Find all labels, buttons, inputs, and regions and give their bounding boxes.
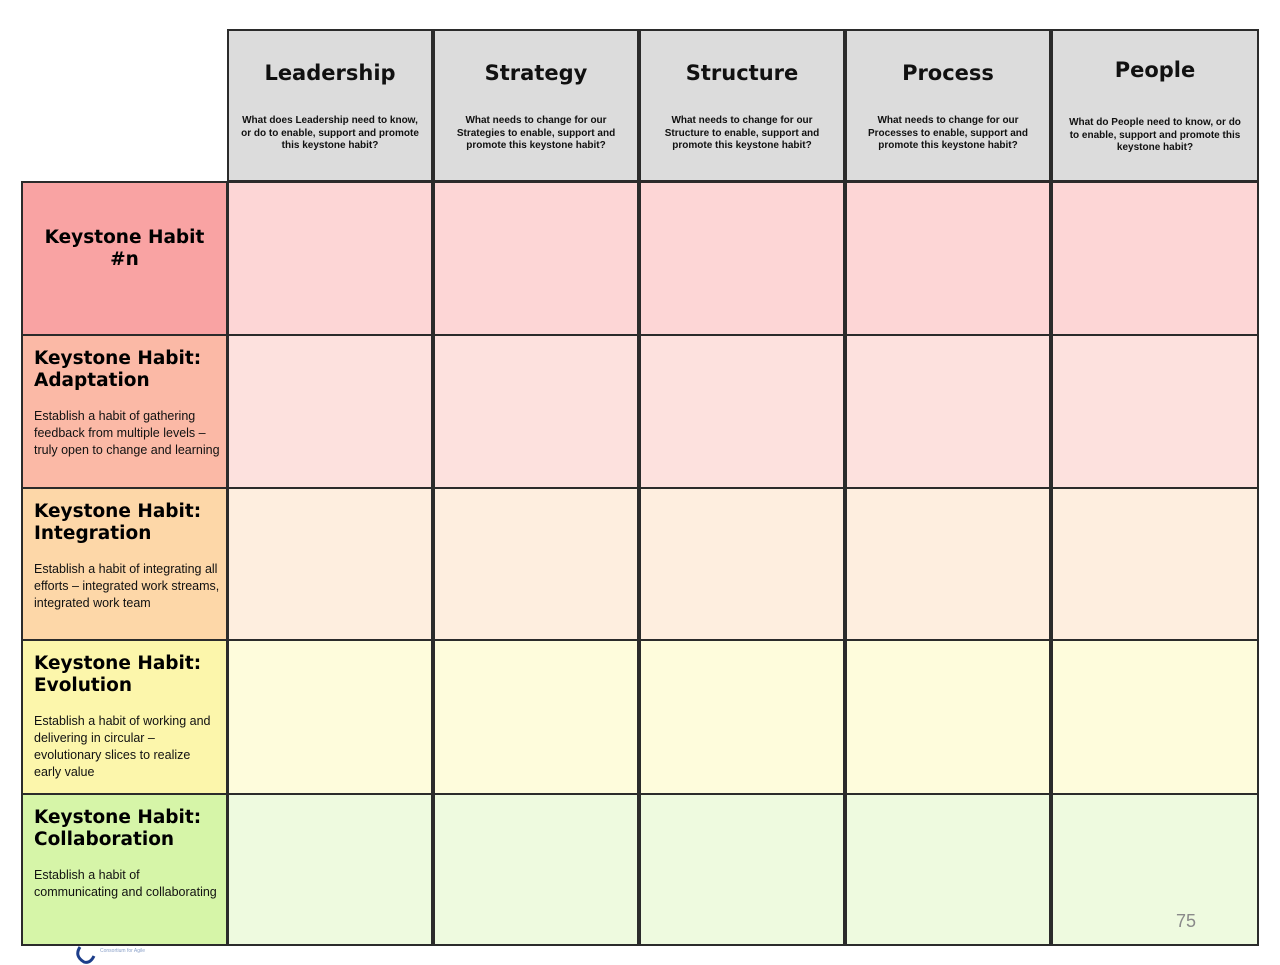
cell-row1-structure [639,334,845,489]
row-title: Keystone Habit #n [44,227,205,270]
column-question: What needs to change for our Processes t… [867,115,1029,151]
cell-row0-leadership [227,181,433,336]
cell-row2-strategy [433,487,639,641]
row-head-collaboration: Keystone Habit: Collaboration Establish … [21,793,228,946]
row-head-adaptation: Keystone Habit: Adaptation Establish a h… [21,334,228,489]
cell-row4-structure [639,793,845,946]
column-title: Process [902,61,994,85]
row-description: Establish a habit of gathering feedback … [34,409,220,457]
cell-row4-people [1051,793,1259,946]
cell-row4-process [845,793,1051,946]
cell-row0-people [1051,181,1259,336]
column-question: What needs to change for our Strategies … [456,115,616,151]
column-header-strategy: Strategy What needs to change for our St… [433,29,639,182]
column-question: What does Leadership need to know, or do… [241,115,419,151]
cell-row1-leadership [227,334,433,489]
cell-row2-process [845,487,1051,641]
cell-row1-process [845,334,1051,489]
cell-row3-people [1051,639,1259,795]
cell-row0-strategy [433,181,639,336]
cell-row3-structure [639,639,845,795]
column-header-leadership: Leadership What does Leadership need to … [227,29,433,182]
row-title: Keystone Habit: Collaboration [34,807,202,850]
row-title: Keystone Habit: Integration [34,501,202,544]
column-title: Leadership [264,61,396,85]
column-title: People [1114,58,1196,82]
svg-text:Consortium for Agile: Consortium for Agile [100,948,145,954]
cell-row2-people [1051,487,1259,641]
cell-row3-process [845,639,1051,795]
column-question: What do People need to know, or do to en… [1069,117,1241,153]
page-number: 75 [1176,911,1197,931]
cell-row2-leadership [227,487,433,641]
consortium-logo-icon: Consortium for Agile [76,946,145,964]
cell-row0-process [845,181,1051,336]
cell-row4-leadership [227,793,433,946]
cell-row1-people [1051,334,1259,489]
column-header-structure: Structure What needs to change for our S… [639,29,845,182]
row-title: Keystone Habit: Adaptation [34,348,202,391]
cell-row3-leadership [227,639,433,795]
cell-row1-strategy [433,334,639,489]
column-header-process: Process What needs to change for our Pro… [845,29,1051,182]
column-question: What needs to change for our Structure t… [664,115,820,151]
row-head-integration: Keystone Habit: Integration Establish a … [21,487,228,641]
row-head-evolution: Keystone Habit: Evolution Establish a ha… [21,639,228,795]
cell-row3-strategy [433,639,639,795]
cell-row0-structure [639,181,845,336]
column-title: Strategy [484,61,588,85]
cell-row4-strategy [433,793,639,946]
column-header-people: People What do People need to know, or d… [1051,29,1259,182]
row-title: Keystone Habit: Evolution [34,653,202,696]
row-description: Establish a habit of integrating all eff… [34,562,220,610]
cell-row2-structure [639,487,845,641]
column-title: Structure [685,61,799,85]
row-description: Establish a habit of working and deliver… [34,714,211,779]
row-head-keystone-n: Keystone Habit #n [21,181,228,336]
row-description: Establish a habit of communicating and c… [34,868,217,899]
